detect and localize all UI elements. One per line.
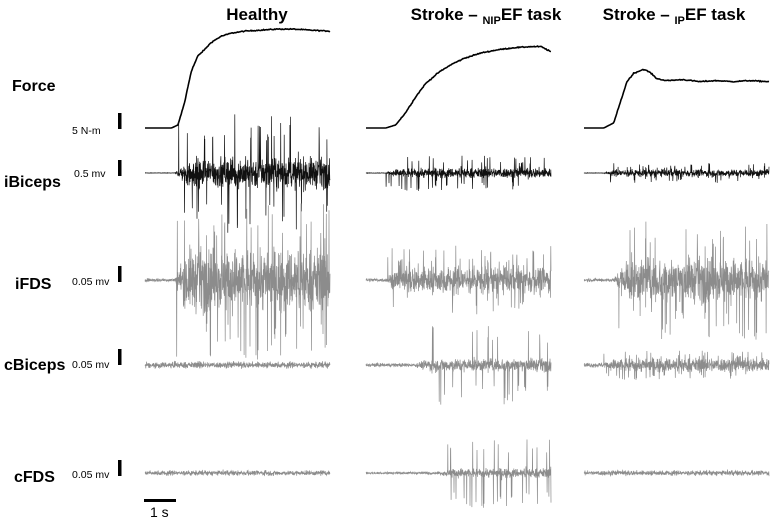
force-trace-healthy <box>145 27 331 129</box>
scale-label-cbiceps: 0.05 mv <box>72 359 110 371</box>
emg-trace-cbiceps-nipef <box>365 326 552 405</box>
row-label-cbiceps: cBiceps <box>4 357 65 374</box>
column-title-healthy: Healthy <box>226 5 288 24</box>
time-scale-bar <box>144 499 176 502</box>
scale-label-force: 5 N-m <box>72 125 101 137</box>
emg-trace-ibiceps-nipef <box>365 155 552 191</box>
scale-bar-force <box>118 113 122 129</box>
scale-bar-cbiceps <box>118 349 122 365</box>
force-trace-nipef <box>366 45 552 129</box>
column-title-stroke-ipef: Stroke – IPEF task <box>603 5 746 27</box>
time-scale-label: 1 s <box>150 504 169 520</box>
title-subscript: NIP <box>482 15 500 27</box>
emg-trace-ifds-nipef <box>365 245 552 315</box>
row-label-ifds: iFDS <box>15 276 52 293</box>
emg-trace-ifds-ipef <box>583 221 770 340</box>
scale-bar-ifds <box>118 266 122 282</box>
scale-label-ibiceps: 0.5 mv <box>74 168 106 180</box>
row-label-cfds: cFDS <box>14 469 55 486</box>
row-label-ibiceps: iBiceps <box>4 174 61 191</box>
title-main: Stroke – <box>411 5 483 24</box>
force-trace-ipef <box>584 68 770 129</box>
emg-trace-cfds-nipef <box>365 439 552 508</box>
emg-trace-cbiceps-ipef <box>583 350 770 380</box>
title-tail: EF task <box>685 5 746 24</box>
row-label-force: Force <box>12 78 56 95</box>
scale-bar-cfds <box>118 460 122 476</box>
emg-trace-ifds-healthy <box>144 203 331 360</box>
emg-trace-ibiceps-ipef <box>583 163 770 183</box>
scale-label-ifds: 0.05 mv <box>72 276 110 288</box>
title-subscript: IP <box>674 15 684 27</box>
emg-trace-cbiceps-healthy <box>144 360 331 370</box>
scale-label-cfds: 0.05 mv <box>72 469 110 481</box>
emg-trace-cfds-ipef <box>583 469 770 478</box>
title-tail: EF task <box>501 5 562 24</box>
scale-bar-ibiceps <box>118 160 122 176</box>
emg-trace-cfds-healthy <box>144 469 331 477</box>
column-title-stroke-nipef: Stroke – NIPEF task <box>411 5 562 27</box>
traces-group <box>144 27 770 508</box>
title-main: Stroke – <box>603 5 675 24</box>
emg-trace-ibiceps-healthy <box>144 114 331 233</box>
